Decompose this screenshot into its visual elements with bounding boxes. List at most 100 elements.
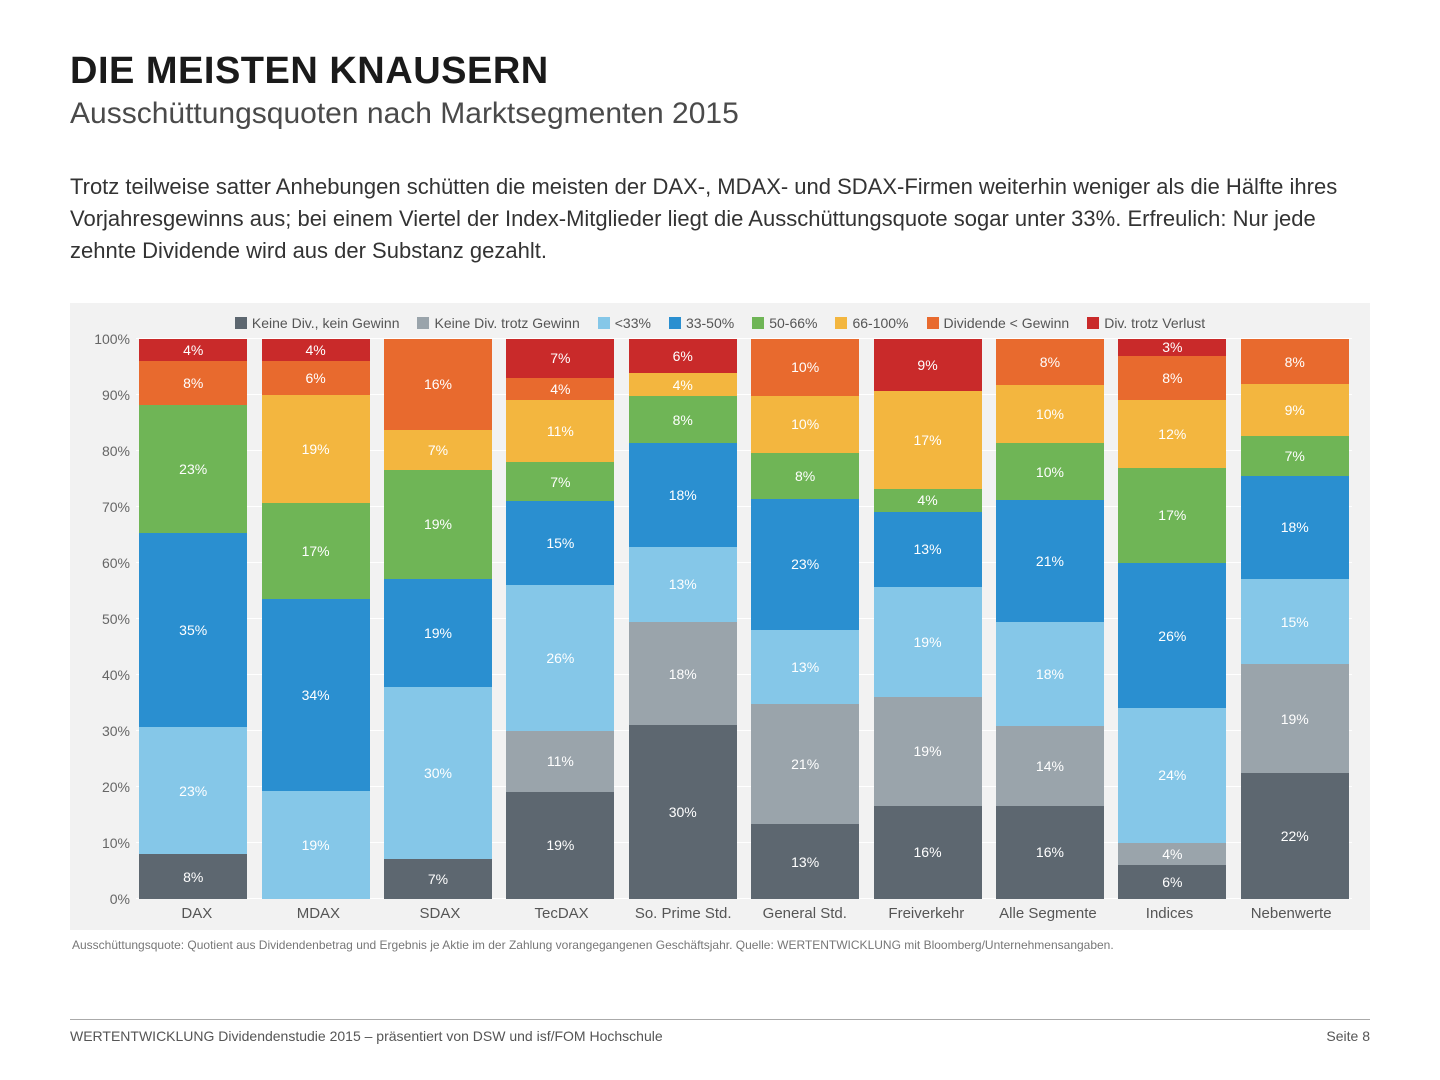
bar-segment: 22% (1241, 773, 1349, 899)
bar-column: 16%19%19%13%4%17%9% (874, 339, 982, 899)
bar-segment: 19% (262, 395, 370, 502)
bar-segment: 7% (1241, 436, 1349, 476)
page-footer: WERTENTWICKLUNG Dividendenstudie 2015 – … (70, 1019, 1370, 1044)
stacked-bar: 16%14%18%21%10%10%8% (996, 339, 1104, 899)
bar-segment: 16% (996, 806, 1104, 898)
y-tick-label: 70% (102, 499, 130, 515)
y-tick-label: 100% (94, 331, 130, 347)
bar-segment: 7% (506, 462, 614, 501)
bar-segment: 9% (874, 339, 982, 391)
stacked-bar-chart: Keine Div., kein Gewinn Keine Div. trotz … (70, 303, 1370, 930)
bar-segment: 34% (262, 599, 370, 791)
bar-segment: 7% (506, 339, 614, 378)
bar-segment: 9% (1241, 384, 1349, 435)
stacked-bar: 22%19%15%18%7%9%8% (1241, 339, 1349, 899)
bar-segment: 10% (751, 339, 859, 396)
bar-segment: 10% (996, 385, 1104, 443)
bar-segment: 18% (1241, 476, 1349, 579)
stacked-bar: 8%23%35%23%8%4% (139, 339, 247, 899)
bar-segment: 12% (1118, 400, 1226, 467)
legend-item: 33-50% (669, 315, 734, 331)
footer-left: WERTENTWICKLUNG Dividendenstudie 2015 – … (70, 1028, 663, 1044)
bar-segment: 14% (996, 726, 1104, 807)
bar-segment: 21% (751, 704, 859, 824)
y-tick-label: 60% (102, 555, 130, 571)
bar-segment: 10% (996, 443, 1104, 501)
bar-segment: 4% (262, 339, 370, 362)
bar-segment: 17% (1118, 468, 1226, 563)
bar-segment: 19% (262, 791, 370, 898)
bar-segment: 19% (506, 792, 614, 898)
y-axis: 0%10%20%30%40%50%60%70%80%90%100% (88, 339, 136, 899)
bar-column: 6%4%24%26%17%12%8%3% (1118, 339, 1226, 899)
bar-column: 13%21%13%23%8%10%10% (751, 339, 859, 899)
y-tick-label: 20% (102, 779, 130, 795)
bar-segment: 17% (262, 503, 370, 599)
x-axis-label: SDAX (386, 905, 494, 922)
bar-segment: 8% (1118, 356, 1226, 401)
x-axis-label: Freiverkehr (872, 905, 980, 922)
bar-segment: 30% (384, 687, 492, 858)
x-axis: DAXMDAXSDAXTecDAXSo. Prime Std.General S… (136, 905, 1352, 922)
page-title: DIE MEISTEN KNAUSERN (70, 50, 1370, 93)
legend-label: 33-50% (686, 315, 734, 331)
bar-segment: 23% (139, 405, 247, 533)
stacked-bar: 6%4%24%26%17%12%8%3% (1118, 339, 1226, 899)
legend-label: 66-100% (852, 315, 908, 331)
bar-column: 30%18%13%18%8%4%6% (629, 339, 737, 899)
stacked-bar: 19%34%17%19%6%4% (262, 339, 370, 899)
page-description: Trotz teilweise satter Anhebungen schütt… (70, 171, 1370, 267)
bar-segment: 4% (1118, 843, 1226, 865)
legend-item: <33% (598, 315, 651, 331)
bar-segment: 4% (506, 378, 614, 400)
legend-item: Keine Div. trotz Gewinn (417, 315, 579, 331)
bar-segment: 18% (629, 622, 737, 726)
bar-segment: 21% (996, 500, 1104, 621)
bar-segment: 19% (384, 470, 492, 579)
legend-label: 50-66% (769, 315, 817, 331)
bar-segment: 13% (874, 512, 982, 587)
legend-label: Div. trotz Verlust (1104, 315, 1205, 331)
bar-column: 7%30%19%19%7%16% (384, 339, 492, 899)
legend-swatch (669, 317, 681, 329)
bar-segment: 35% (139, 533, 247, 727)
stacked-bar: 13%21%13%23%8%10%10% (751, 339, 859, 899)
y-tick-label: 30% (102, 723, 130, 739)
bar-segment: 8% (751, 453, 859, 499)
bar-segment: 4% (874, 489, 982, 512)
bar-segment: 26% (506, 585, 614, 731)
y-tick-label: 90% (102, 387, 130, 403)
x-axis-label: Indices (1116, 905, 1224, 922)
legend-label: Dividende < Gewinn (944, 315, 1070, 331)
legend-swatch (1087, 317, 1099, 329)
y-tick-label: 40% (102, 667, 130, 683)
x-axis-label: TecDAX (508, 905, 616, 922)
y-tick-label: 0% (110, 891, 130, 907)
legend-swatch (235, 317, 247, 329)
legend-label: Keine Div., kein Gewinn (252, 315, 400, 331)
legend-swatch (598, 317, 610, 329)
bar-segment: 19% (874, 697, 982, 807)
bars: 8%23%35%23%8%4%19%34%17%19%6%4%7%30%19%1… (136, 339, 1352, 899)
bar-segment: 6% (1118, 865, 1226, 899)
legend-item: 66-100% (835, 315, 908, 331)
bar-segment: 4% (139, 339, 247, 361)
bar-segment: 8% (629, 396, 737, 442)
bar-column: 8%23%35%23%8%4% (139, 339, 247, 899)
bar-segment: 13% (751, 630, 859, 704)
legend-item: 50-66% (752, 315, 817, 331)
bar-segment: 23% (751, 499, 859, 630)
bar-segment: 16% (384, 339, 492, 430)
legend-swatch (752, 317, 764, 329)
bar-segment: 15% (1241, 579, 1349, 665)
x-axis-label: Alle Segmente (994, 905, 1102, 922)
bar-column: 19%11%26%15%7%11%4%7% (506, 339, 614, 899)
stacked-bar: 30%18%13%18%8%4%6% (629, 339, 737, 899)
bar-segment: 18% (996, 622, 1104, 726)
x-axis-label: So. Prime Std. (629, 905, 737, 922)
legend-label: <33% (615, 315, 651, 331)
legend-swatch (927, 317, 939, 329)
y-tick-label: 10% (102, 835, 130, 851)
chart-legend: Keine Div., kein Gewinn Keine Div. trotz … (88, 315, 1352, 331)
x-axis-label: Nebenwerte (1237, 905, 1345, 922)
